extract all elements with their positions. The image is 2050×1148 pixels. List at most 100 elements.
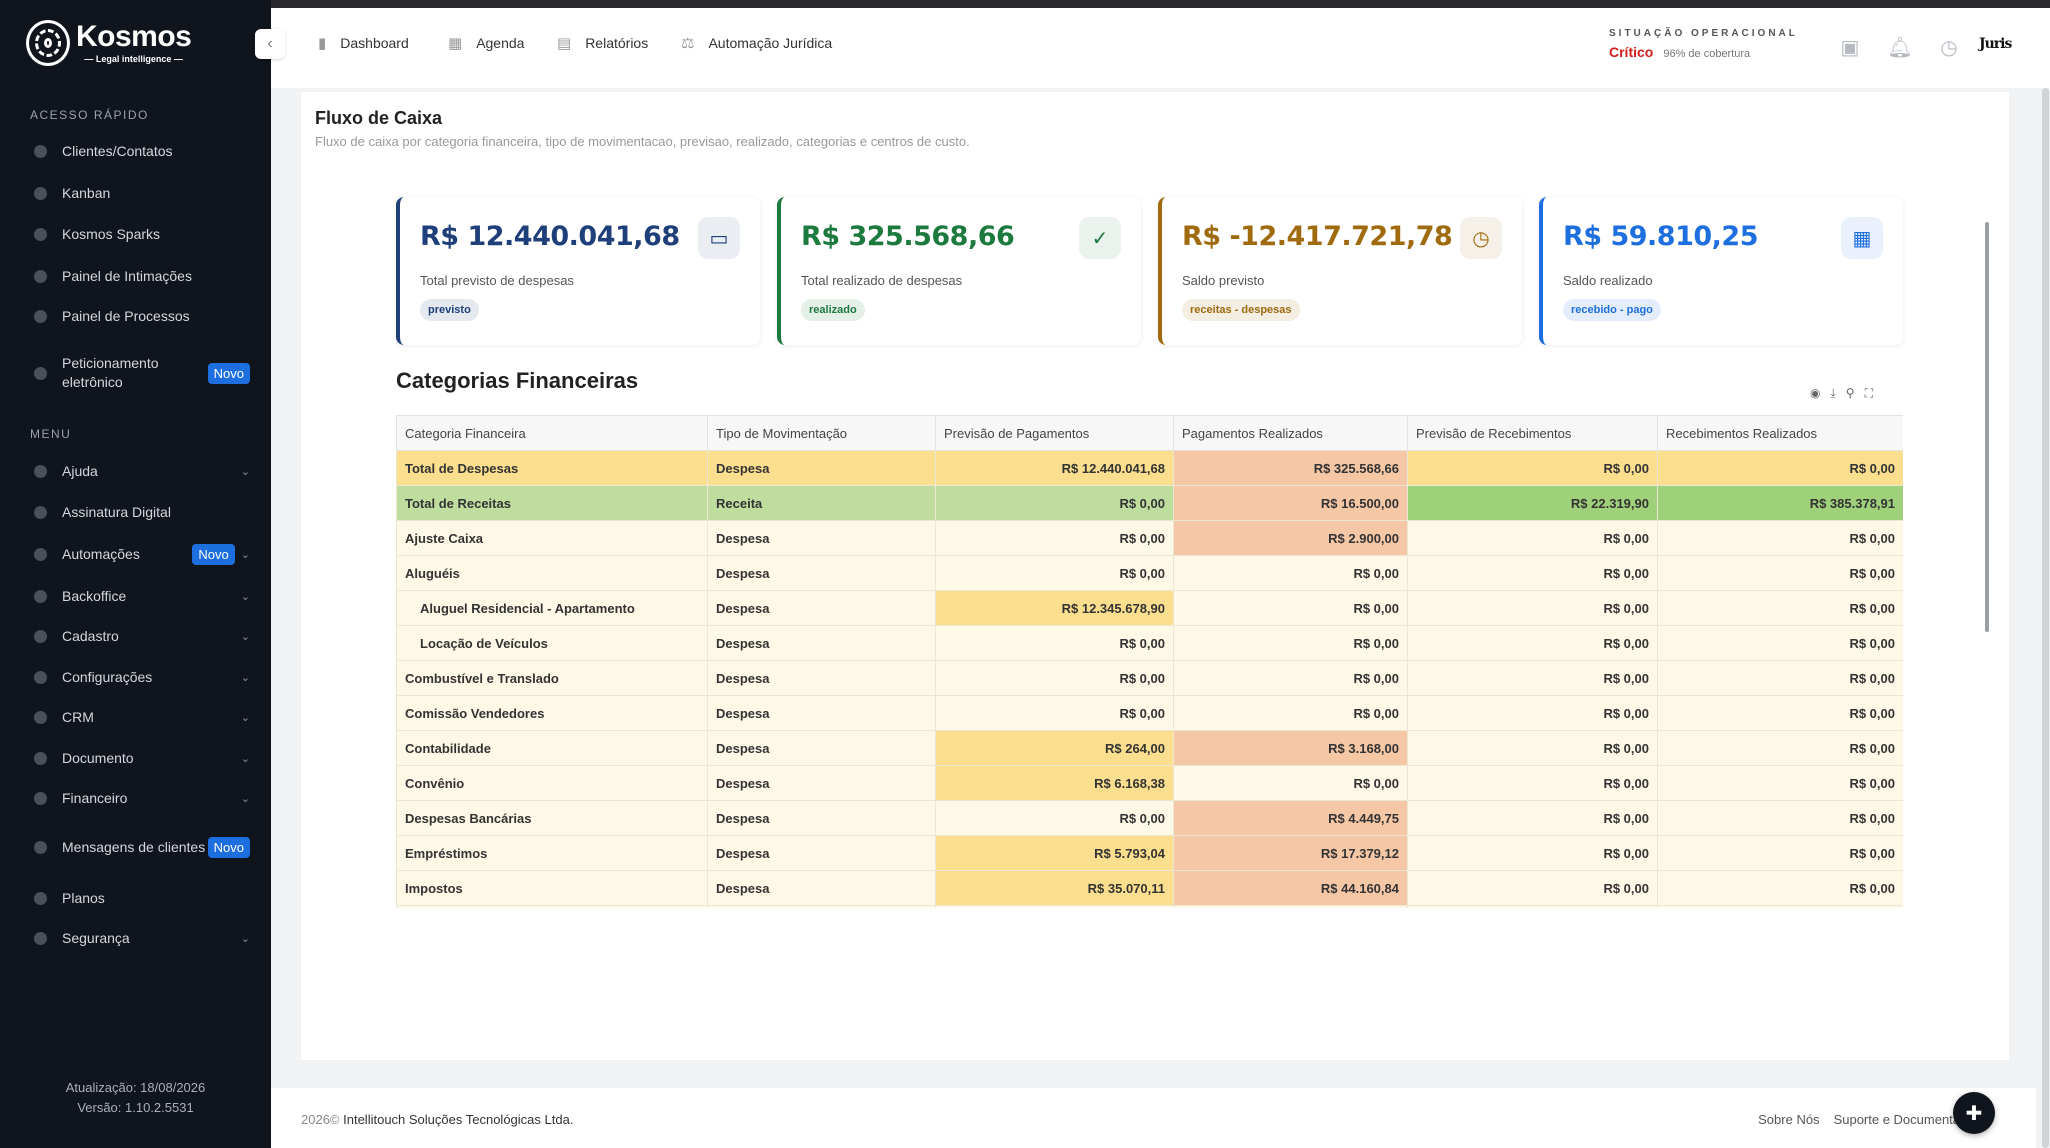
plans-icon bbox=[30, 888, 50, 908]
sidebar-menu-item-5[interactable]: Configurações ⌄ bbox=[30, 667, 250, 687]
eye-icon[interactable]: ◉ bbox=[1810, 386, 1821, 400]
sidebar-item-label: Painel de Processos bbox=[62, 307, 190, 324]
collapse-sidebar-button[interactable]: ‹ bbox=[255, 29, 285, 59]
logo-name: Kosmos bbox=[76, 20, 192, 53]
table-cell-rec_real: R$ 0,00 bbox=[1657, 555, 1903, 591]
sidebar-menu-item-3[interactable]: Backoffice ⌄ bbox=[30, 586, 250, 606]
table-cell-prev_rec: R$ 0,00 bbox=[1407, 450, 1658, 486]
table-cell-prev_rec: R$ 0,00 bbox=[1407, 730, 1658, 766]
table-cell-rec_real: R$ 0,00 bbox=[1657, 660, 1903, 696]
table-row[interactable]: Aluguéis Despesa R$ 0,00 R$ 0,00 R$ 0,00 R$ 0… bbox=[396, 555, 1903, 591]
table-cell-pag_real: R$ 16.500,00 bbox=[1173, 485, 1408, 521]
bell-icon[interactable]: 🔔︎ bbox=[1887, 36, 1913, 59]
quick-access-title: ACESSO RÁPIDO bbox=[30, 108, 149, 122]
table-cell-prev_rec: R$ 0,00 bbox=[1407, 625, 1658, 661]
sidebar-menu-item-9[interactable]: Mensagens de clientes Novo bbox=[30, 837, 250, 858]
table-cell-prev_pag: R$ 35.070,11 bbox=[935, 870, 1174, 906]
kpi-value: R$ 59.810,25 bbox=[1563, 221, 1759, 252]
kpi-value: R$ -12.417.721,78 bbox=[1182, 221, 1453, 252]
sidebar-menu-label: Cadastro bbox=[62, 627, 119, 644]
sidebar-item-5[interactable]: Peticionamento eletrônico Novo bbox=[30, 354, 250, 392]
nav-automacao-juridica[interactable]: ⚖ Automação Jurídica bbox=[681, 34, 832, 52]
sidebar-menu-item-8[interactable]: Financeiro ⌄ bbox=[30, 788, 250, 808]
crm-icon bbox=[30, 707, 50, 727]
table-cell-pag_real: R$ 0,00 bbox=[1173, 625, 1408, 661]
dollar-icon bbox=[30, 788, 50, 808]
categories-table: Categoria Financeira Tipo de Movimentação… bbox=[396, 415, 1903, 908]
floating-action-button[interactable]: ✚ bbox=[1953, 1092, 1995, 1134]
sidebar-item-2[interactable]: Kosmos Sparks bbox=[30, 224, 250, 244]
sidebar-item-label: Kosmos Sparks bbox=[62, 225, 161, 242]
sidebar-menu-item-4[interactable]: Cadastro ⌄ bbox=[30, 626, 250, 646]
search-icon[interactable]: ⚲ bbox=[1845, 386, 1855, 400]
new-badge: Novo bbox=[192, 544, 235, 565]
table-row[interactable]: Aluguel Residencial - Apartamento Despesa… bbox=[396, 590, 1903, 626]
table-row[interactable]: Convênio Despesa R$ 6.168,38 R$ 0,00 R$ 0,00… bbox=[396, 765, 1903, 801]
sidebar-menu-item-11[interactable]: Segurança ⌄ bbox=[30, 928, 250, 948]
table-cell-prev_pag: R$ 0,00 bbox=[935, 485, 1174, 521]
footer-link-about[interactable]: Sobre Nós bbox=[1758, 1112, 1820, 1127]
table-row[interactable]: Total de Despesas Despesa R$ 12.440.041,68… bbox=[396, 450, 1903, 486]
calendar-icon: ▦ bbox=[448, 35, 463, 52]
kpi-card-0: R$ 12.440.041,68 Total previsto de despes… bbox=[396, 197, 760, 345]
user-avatar[interactable]: Juris bbox=[1979, 36, 2012, 52]
new-badge: Novo bbox=[207, 837, 250, 858]
contact-card-icon[interactable]: ▣ bbox=[1840, 36, 1860, 59]
nav-relatorios[interactable]: ▤ Relatórios bbox=[557, 34, 648, 52]
table-row[interactable]: Combustível e Translado Despesa R$ 0,00 R$ … bbox=[396, 660, 1903, 696]
footer-year: 2026© bbox=[301, 1112, 340, 1127]
table-row[interactable]: Locação de Veículos Despesa R$ 0,00 R$ 0,00… bbox=[396, 625, 1903, 661]
footer-company: Intellitouch Soluções Tecnológicas Ltda. bbox=[343, 1112, 574, 1127]
table-row[interactable]: Comissão Vendedores Despesa R$ 0,00 R$ 0,00… bbox=[396, 695, 1903, 731]
table-cell-prev_pag: R$ 12.345.678,90 bbox=[935, 590, 1174, 626]
table-cell-tipo: Despesa bbox=[707, 590, 936, 626]
sidebar-item-4[interactable]: Painel de Processos bbox=[30, 306, 250, 326]
sidebar-menu-item-0[interactable]: Ajuda ⌄ bbox=[30, 461, 250, 481]
sidebar-menu-item-2[interactable]: Automações Novo ⌄ bbox=[30, 544, 250, 565]
nav-dashboard[interactable]: ▮ Dashboard bbox=[318, 34, 409, 52]
footer-link-support[interactable]: Suporte e Documentação bbox=[1833, 1112, 1981, 1127]
users-icon bbox=[30, 141, 50, 161]
logo[interactable]: Kosmos — Legal intelligence — bbox=[26, 20, 192, 66]
clock-icon[interactable]: ◷ bbox=[1940, 36, 1958, 59]
table-cell-prev_rec: R$ 0,00 bbox=[1407, 590, 1658, 626]
table-row[interactable]: Despesas Bancárias Despesa R$ 0,00 R$ 4.449… bbox=[396, 800, 1903, 836]
sidebar-menu-item-6[interactable]: CRM ⌄ bbox=[30, 707, 250, 727]
column-header[interactable]: Recebimentos Realizados bbox=[1657, 415, 1903, 451]
column-header[interactable]: Previsão de Recebimentos bbox=[1407, 415, 1658, 451]
sidebar-item-0[interactable]: Clientes/Contatos bbox=[30, 141, 250, 161]
sidebar-menu-item-7[interactable]: Documento ⌄ bbox=[30, 748, 250, 768]
content-scrollbar[interactable] bbox=[1985, 222, 1989, 632]
table-cell-prev_pag bbox=[935, 905, 1174, 908]
nav-dashboard-label: Dashboard bbox=[340, 35, 409, 51]
table-row[interactable]: Impostos Despesa R$ 35.070,11 R$ 44.160,84 R… bbox=[396, 870, 1903, 906]
table-row[interactable]: Empréstimos Despesa R$ 5.793,04 R$ 17.379,1… bbox=[396, 835, 1903, 871]
table-row[interactable]: Contabilidade Despesa R$ 264,00 R$ 3.168,00… bbox=[396, 730, 1903, 766]
nav-agenda-label: Agenda bbox=[476, 35, 525, 51]
column-header[interactable]: Tipo de Movimentação bbox=[707, 415, 936, 451]
operational-status[interactable]: SITUAÇÃO OPERACIONAL Crítico 96% de cobe… bbox=[1609, 28, 1798, 60]
table-cell-cat: Aluguel Residencial - Apartamento bbox=[396, 590, 708, 626]
table-row[interactable]: Total de Receitas Receita R$ 0,00 R$ 16.500… bbox=[396, 485, 1903, 521]
column-header[interactable]: Categoria Financeira bbox=[396, 415, 708, 451]
sidebar-menu-item-10[interactable]: Planos bbox=[30, 888, 250, 908]
table-cell-cat: Total de Despesas bbox=[396, 450, 708, 486]
table-row[interactable]: Ajuste Caixa Despesa R$ 0,00 R$ 2.900,00 R$ … bbox=[396, 520, 1903, 556]
cash-icon: ▭ bbox=[698, 217, 740, 259]
page-scroll-thumb[interactable] bbox=[2042, 88, 2049, 1148]
download-icon[interactable]: ⤓ bbox=[1830, 386, 1836, 400]
column-header[interactable]: Previsão de Pagamentos bbox=[935, 415, 1174, 451]
nav-agenda[interactable]: ▦ Agenda bbox=[448, 34, 524, 52]
table-cell-prev_pag: R$ 0,00 bbox=[935, 520, 1174, 556]
sidebar-item-1[interactable]: Kanban bbox=[30, 183, 250, 203]
column-header[interactable]: Pagamentos Realizados bbox=[1173, 415, 1408, 451]
kpi-chip: recebido - pago bbox=[1563, 299, 1661, 321]
table-row[interactable] bbox=[396, 905, 1903, 908]
table-cell-rec_real: R$ 0,00 bbox=[1657, 800, 1903, 836]
table-cell-pag_real: R$ 3.168,00 bbox=[1173, 730, 1408, 766]
chevron-down-icon: ⌄ bbox=[240, 630, 250, 643]
sidebar-menu-item-1[interactable]: Assinatura Digital bbox=[30, 502, 250, 522]
chevron-down-icon: ⌄ bbox=[240, 792, 250, 805]
expand-icon[interactable]: ⛶ bbox=[1864, 386, 1873, 400]
sidebar-item-3[interactable]: Painel de Intimações bbox=[30, 266, 250, 286]
